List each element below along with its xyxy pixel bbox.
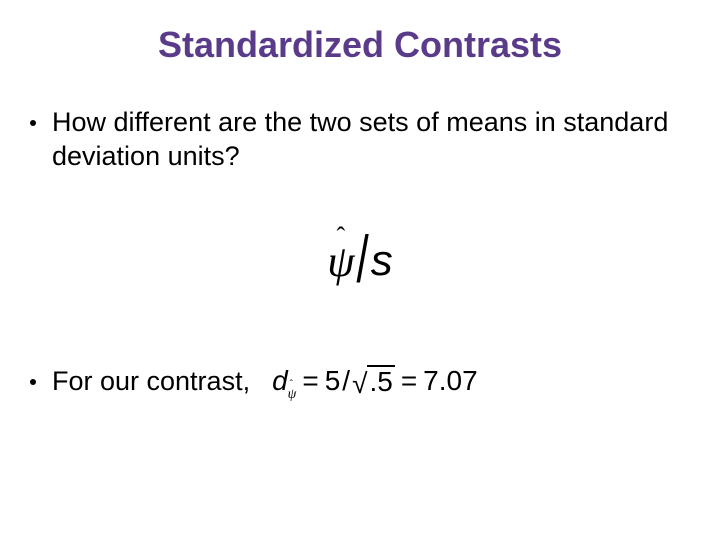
bullet-dot-icon: [30, 379, 36, 385]
result-value: 7.07: [423, 365, 478, 397]
sqrt-expression: √ .5: [352, 365, 395, 398]
d-sub-psi: dˆψ: [272, 365, 296, 397]
radical-icon: √: [352, 370, 367, 398]
formula-main-block: ˆ ψ / s: [30, 236, 690, 287]
slash-inline: /: [342, 365, 350, 397]
equals-1: =: [302, 365, 318, 397]
slide-title: Standardized Contrasts: [30, 24, 690, 66]
tiny-hat-icon: ˆ: [290, 379, 293, 390]
formula-inline: dˆψ = 5 / √ .5 = 7.07: [272, 365, 478, 398]
bullet-1-text: How different are the two sets of means …: [52, 106, 690, 174]
psi-subscript: ˆψ: [288, 387, 297, 402]
bullet-2-text: For our contrast,: [52, 365, 250, 399]
s-char: s: [371, 236, 393, 286]
sqrt-arg: .5: [367, 365, 394, 398]
equals-2: =: [401, 365, 417, 397]
slash-divider: /: [357, 224, 369, 299]
numerator-5: 5: [325, 365, 341, 397]
bullet-2-row: For our contrast, dˆψ = 5 / √ .5 = 7.07: [30, 365, 690, 399]
formula-main: ˆ ψ / s: [327, 236, 393, 287]
bullet-2: For our contrast,: [30, 365, 250, 399]
d-char: d: [272, 365, 288, 396]
bullet-1: How different are the two sets of means …: [30, 106, 690, 174]
slide: Standardized Contrasts How different are…: [0, 0, 720, 540]
hat-accent-icon: ˆ: [337, 222, 346, 252]
psi-hat-symbol: ˆ ψ: [327, 236, 354, 287]
bullet-dot-icon: [30, 120, 36, 126]
